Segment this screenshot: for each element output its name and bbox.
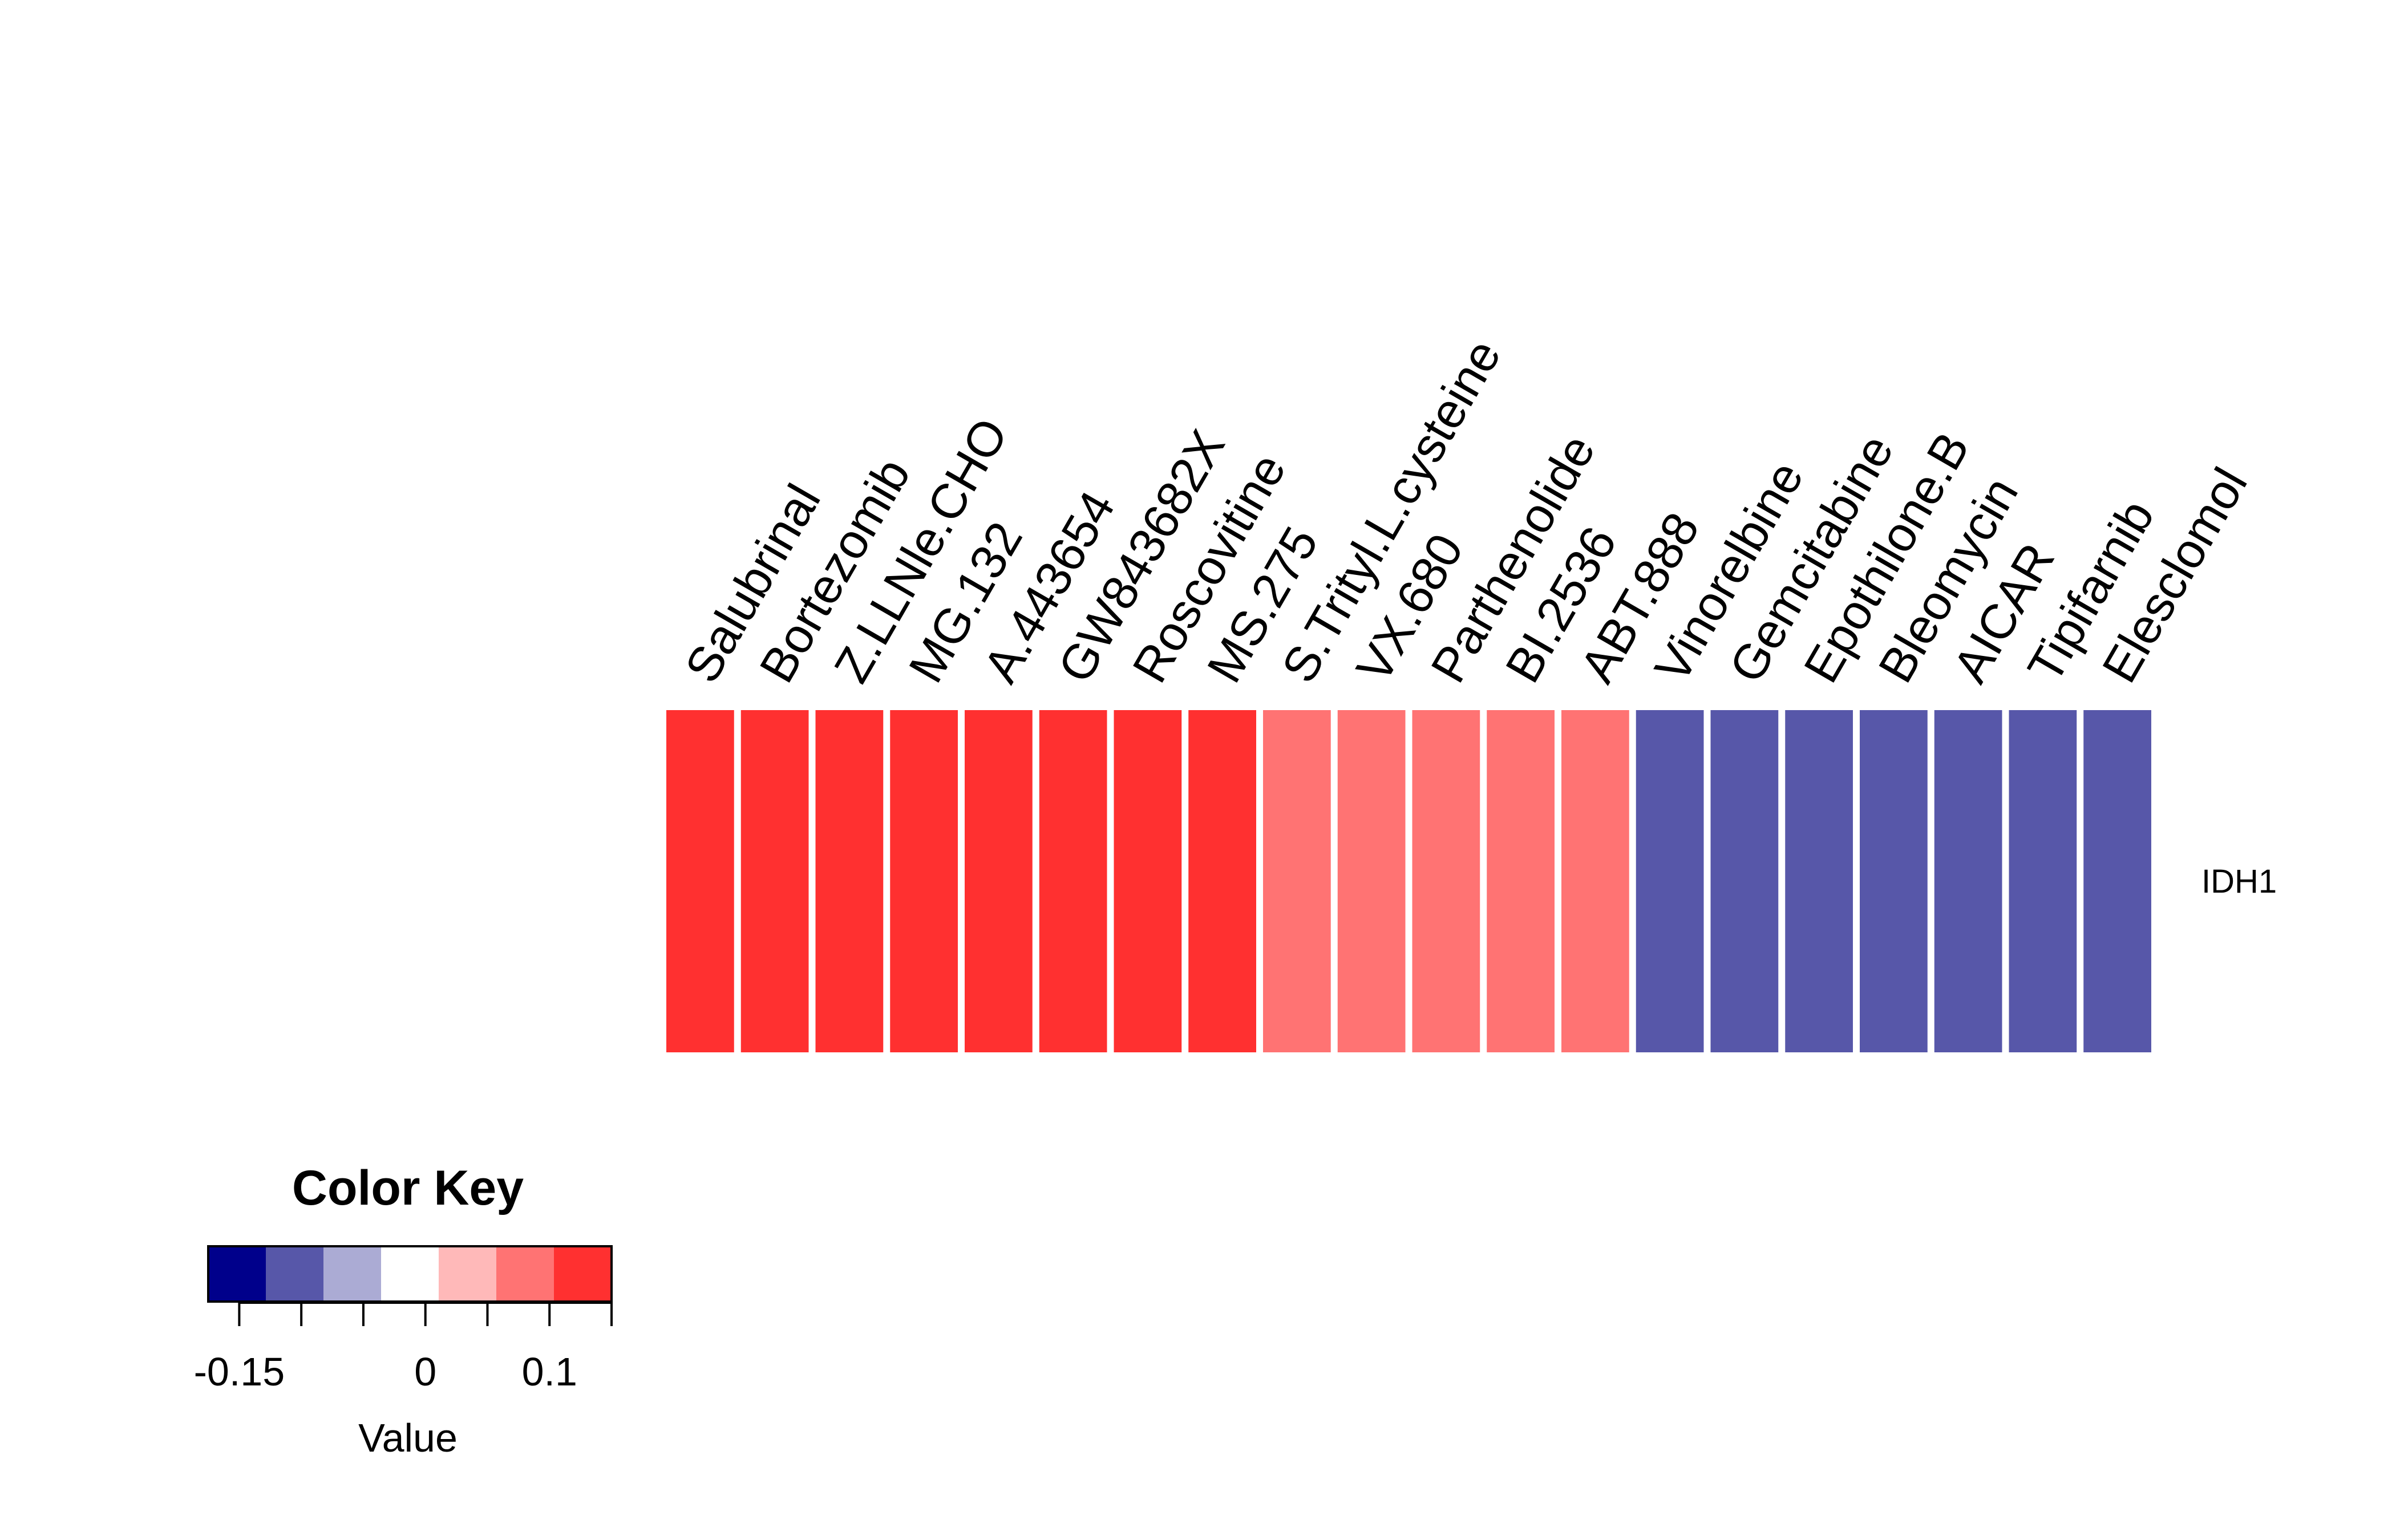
color-key-bin	[554, 1246, 612, 1302]
color-key-tick-label: 0.1	[522, 1349, 577, 1394]
color-key-tick-label: 0	[414, 1349, 436, 1394]
color-key-bin	[439, 1246, 496, 1302]
heatmap-cell-a-443654	[965, 710, 1033, 1052]
heatmap-cell-vinorelbine	[1636, 710, 1704, 1052]
heatmap-cell-elesclomol	[2083, 710, 2151, 1052]
heatmap-cell-s-trityl-l-cysteine	[1263, 710, 1331, 1052]
heatmap-cell-gw843682x	[1039, 710, 1107, 1052]
heatmap-cell-ms-275	[1188, 710, 1256, 1052]
color-key-title: Color Key	[292, 1161, 524, 1215]
color-key-bin	[496, 1246, 554, 1302]
heatmap-cells	[666, 710, 2151, 1052]
heatmap-cell-vx-680	[1337, 710, 1406, 1052]
color-key-bin	[381, 1246, 439, 1302]
heatmap-cell-aicar	[1934, 710, 2002, 1052]
heatmap-cell-gemcitabine	[1710, 710, 1779, 1052]
heatmap-cell-tipifarnib	[2009, 710, 2077, 1052]
color-key-axis-label: Value	[358, 1416, 458, 1460]
heatmap-cell-mg-132	[890, 710, 958, 1052]
heatmap-cell-z-llnle-cho	[815, 710, 884, 1052]
color-key-tick-label: -0.15	[194, 1349, 285, 1394]
column-labels: SalubrinalBortezomibZ.LLNle.CHOMG.132A.4…	[675, 331, 2258, 692]
row-label-idh1: IDH1	[2201, 863, 2277, 900]
color-key-bin	[323, 1246, 381, 1302]
heatmap-cell-bleomycin	[1860, 710, 1928, 1052]
color-key: Color Key -0.15 0 0.1 Value	[194, 1161, 613, 1460]
heatmap-cell-bortezomib	[740, 710, 809, 1052]
heatmap-cell-bi-2536	[1487, 710, 1555, 1052]
color-key-bins	[207, 1245, 613, 1303]
heatmap-cell-roscovitine	[1114, 710, 1182, 1052]
heatmap-cell-salubrinal	[666, 710, 734, 1052]
color-key-bin	[266, 1246, 323, 1302]
color-key-ticks: -0.15 0 0.1	[194, 1302, 613, 1394]
heatmap-cell-abt-888	[1561, 710, 1629, 1052]
heatmap-cell-parthenolide	[1412, 710, 1480, 1052]
color-key-bin	[208, 1246, 266, 1302]
heatmap-cell-epothilone-b	[1785, 710, 1853, 1052]
row-labels: IDH1	[2201, 863, 2277, 900]
